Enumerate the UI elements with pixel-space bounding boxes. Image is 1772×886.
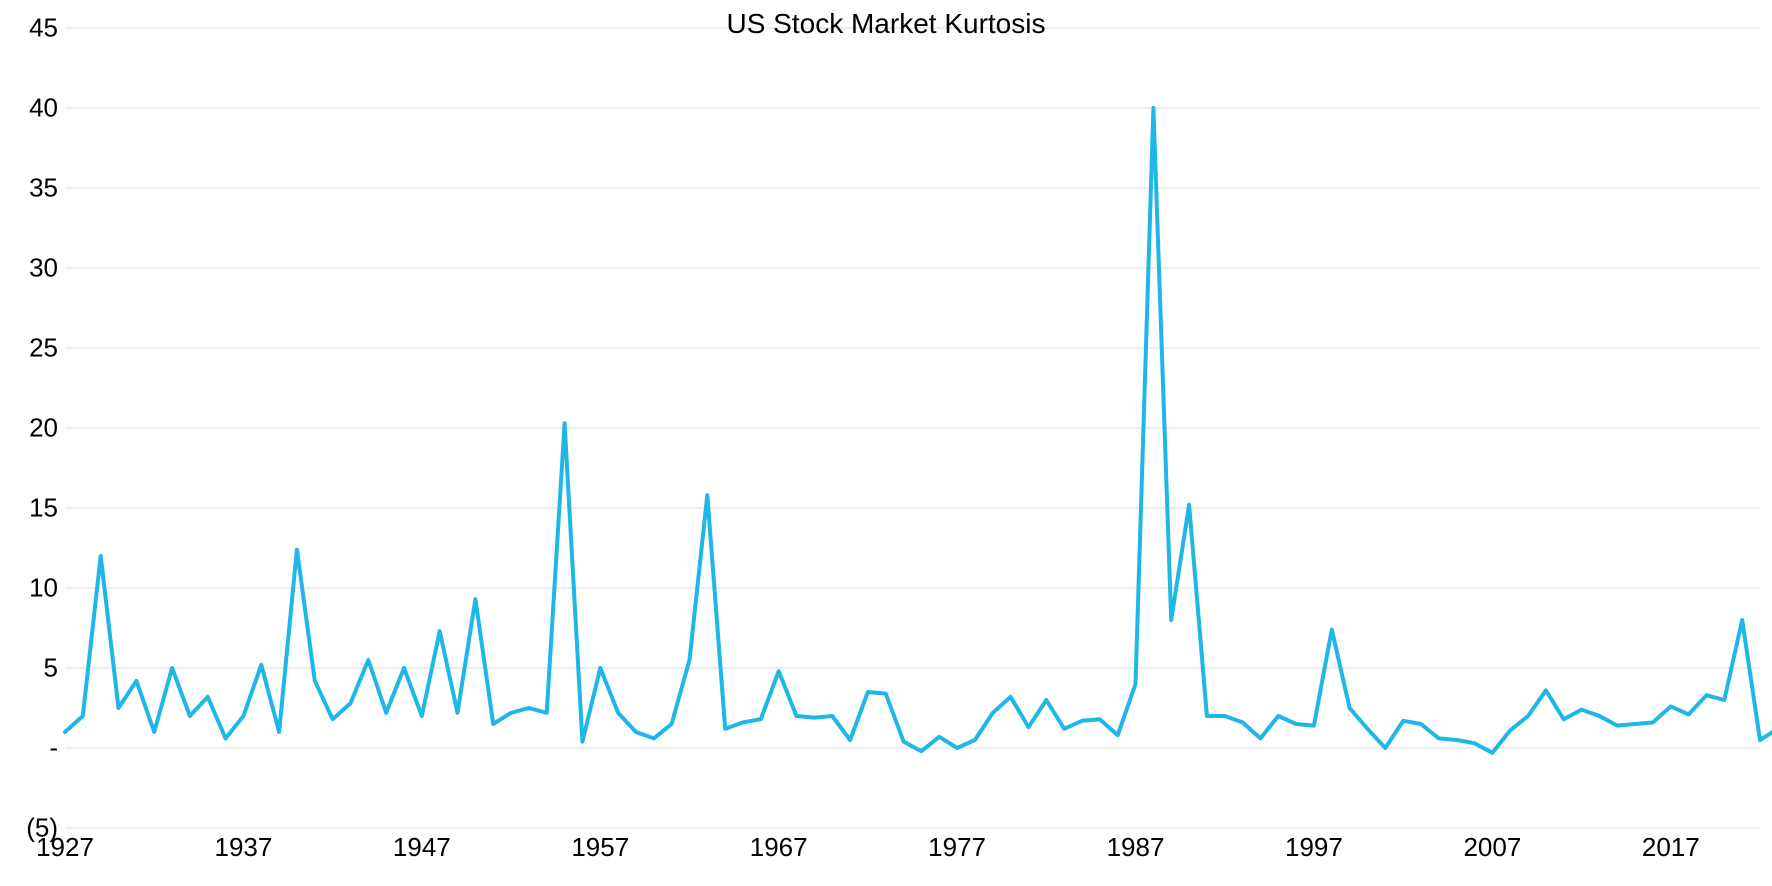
y-tick-label: - xyxy=(49,733,58,764)
y-tick-label: 20 xyxy=(29,413,58,444)
y-tick-label: 10 xyxy=(29,573,58,604)
x-tick-label: 2007 xyxy=(1463,832,1521,863)
y-tick-label: 35 xyxy=(29,173,58,204)
y-tick-label: 15 xyxy=(29,493,58,524)
x-tick-label: 1937 xyxy=(214,832,272,863)
y-tick-label: 25 xyxy=(29,333,58,364)
chart-container: US Stock Market Kurtosis (5)-51015202530… xyxy=(0,0,1772,886)
x-tick-label: 1957 xyxy=(571,832,629,863)
y-tick-label: 45 xyxy=(29,13,58,44)
x-tick-label: 2017 xyxy=(1642,832,1700,863)
y-tick-label: 30 xyxy=(29,253,58,284)
chart-title: US Stock Market Kurtosis xyxy=(0,8,1772,40)
x-tick-label: 1977 xyxy=(928,832,986,863)
y-tick-label: 40 xyxy=(29,93,58,124)
x-tick-label: 1997 xyxy=(1285,832,1343,863)
x-tick-label: 1967 xyxy=(750,832,808,863)
data-line xyxy=(65,108,1772,753)
x-tick-label: 1987 xyxy=(1107,832,1165,863)
chart-svg xyxy=(0,0,1772,886)
x-tick-label: 1947 xyxy=(393,832,451,863)
y-tick-label: 5 xyxy=(44,653,58,684)
x-tick-label: 1927 xyxy=(36,832,94,863)
